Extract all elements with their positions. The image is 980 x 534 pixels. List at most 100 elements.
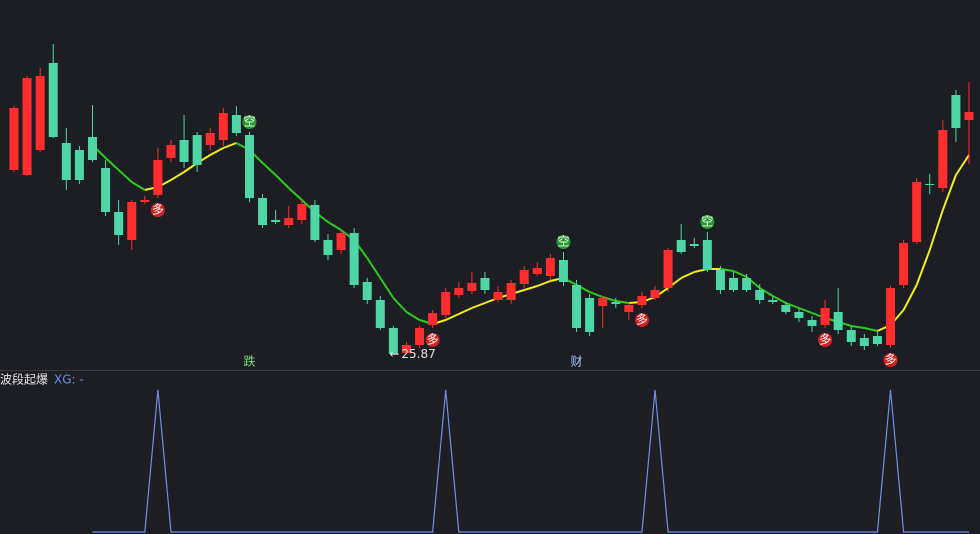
legend-entry: XG: - <box>54 373 84 387</box>
trend-line <box>405 311 421 321</box>
trend-line <box>274 174 290 189</box>
buy-marker <box>818 333 833 347</box>
candle-body <box>480 278 490 290</box>
trend-line <box>392 297 408 313</box>
low-arrow: ← <box>389 347 399 361</box>
candle-body <box>925 184 935 185</box>
candle-body <box>179 140 189 162</box>
candle-body <box>297 204 307 220</box>
xg-line <box>92 389 969 533</box>
trend-line <box>445 313 460 321</box>
trend-line <box>379 277 395 299</box>
trend-line <box>209 147 224 156</box>
candle-body <box>467 283 477 291</box>
trend-line <box>602 296 617 302</box>
sell-label: 空 <box>243 115 255 129</box>
candle-body <box>781 305 791 312</box>
buy-marker <box>634 313 649 327</box>
candle-body <box>493 292 503 300</box>
candle-body <box>650 290 660 298</box>
candle-body <box>441 292 451 315</box>
candle-body <box>964 112 974 120</box>
candle-body <box>231 115 241 133</box>
trend-line <box>222 142 237 149</box>
trend-line <box>759 287 774 297</box>
candle-body <box>401 345 411 353</box>
candle-body <box>689 244 699 246</box>
candle-body <box>127 202 137 240</box>
candle-body <box>375 300 385 328</box>
trend-line <box>941 174 957 211</box>
candle-body <box>506 283 516 300</box>
trend-line <box>851 325 865 329</box>
candle-body <box>388 328 398 354</box>
trend-line <box>327 221 342 231</box>
candle-body <box>938 130 948 188</box>
candle-body <box>310 205 320 240</box>
buy-marker <box>425 333 440 347</box>
candle-body <box>48 63 58 137</box>
trend-line <box>955 154 970 176</box>
candle-body <box>676 240 686 252</box>
trend-line <box>523 285 538 291</box>
bottom-label: 跌 <box>243 354 255 369</box>
candle-body <box>558 260 568 282</box>
candle-body <box>859 338 869 346</box>
candle-body <box>218 113 228 140</box>
candle-body <box>87 137 97 160</box>
candle-body <box>9 108 19 170</box>
sell-marker <box>700 215 715 229</box>
candle-body <box>702 240 712 270</box>
candle-body <box>742 278 752 290</box>
trend-line <box>458 307 473 315</box>
candle-body <box>872 336 882 344</box>
candle-body <box>794 312 804 318</box>
candle-body <box>74 150 84 180</box>
candle-body <box>323 240 333 255</box>
candle-body <box>61 143 71 180</box>
trend-line <box>733 270 748 278</box>
trend-line <box>366 257 382 279</box>
candle-body <box>336 233 346 250</box>
trend-line <box>261 162 277 176</box>
candle-body <box>637 296 647 305</box>
trend-line <box>720 268 734 272</box>
candle-body <box>545 258 555 276</box>
candle-body <box>755 290 765 300</box>
trend-line <box>798 307 813 314</box>
buy-label: 多 <box>884 353 896 367</box>
buy-marker <box>883 353 898 367</box>
candle-body <box>532 268 542 274</box>
trend-line <box>680 271 695 279</box>
candle-body <box>912 182 922 242</box>
bottom-label: 财 <box>571 355 583 369</box>
candle-body <box>284 218 294 225</box>
trend-line <box>915 249 931 286</box>
candle-body <box>271 220 281 222</box>
candle-body <box>807 320 817 326</box>
trend-line <box>902 284 918 311</box>
trend-line <box>117 169 133 183</box>
candle-body <box>114 212 124 235</box>
candle-body <box>454 288 464 295</box>
buy-label: 多 <box>819 333 831 347</box>
candle-body <box>886 288 896 345</box>
candle-body <box>585 298 595 332</box>
candle-body <box>362 282 372 300</box>
candle-body <box>846 330 856 342</box>
candle-body <box>598 298 608 306</box>
candle-body <box>663 250 673 288</box>
trend-line <box>589 291 604 298</box>
candle-body <box>519 270 529 284</box>
trend-line <box>772 295 787 304</box>
candle-body <box>35 76 45 150</box>
sell-marker <box>556 235 571 249</box>
candle-body <box>140 200 150 202</box>
candle-body <box>349 233 359 285</box>
candle-body <box>899 243 909 285</box>
trend-line <box>471 302 486 309</box>
candle-body <box>205 133 215 145</box>
trend-line <box>170 171 185 181</box>
trend-line <box>928 209 944 251</box>
trend-line <box>104 157 120 171</box>
